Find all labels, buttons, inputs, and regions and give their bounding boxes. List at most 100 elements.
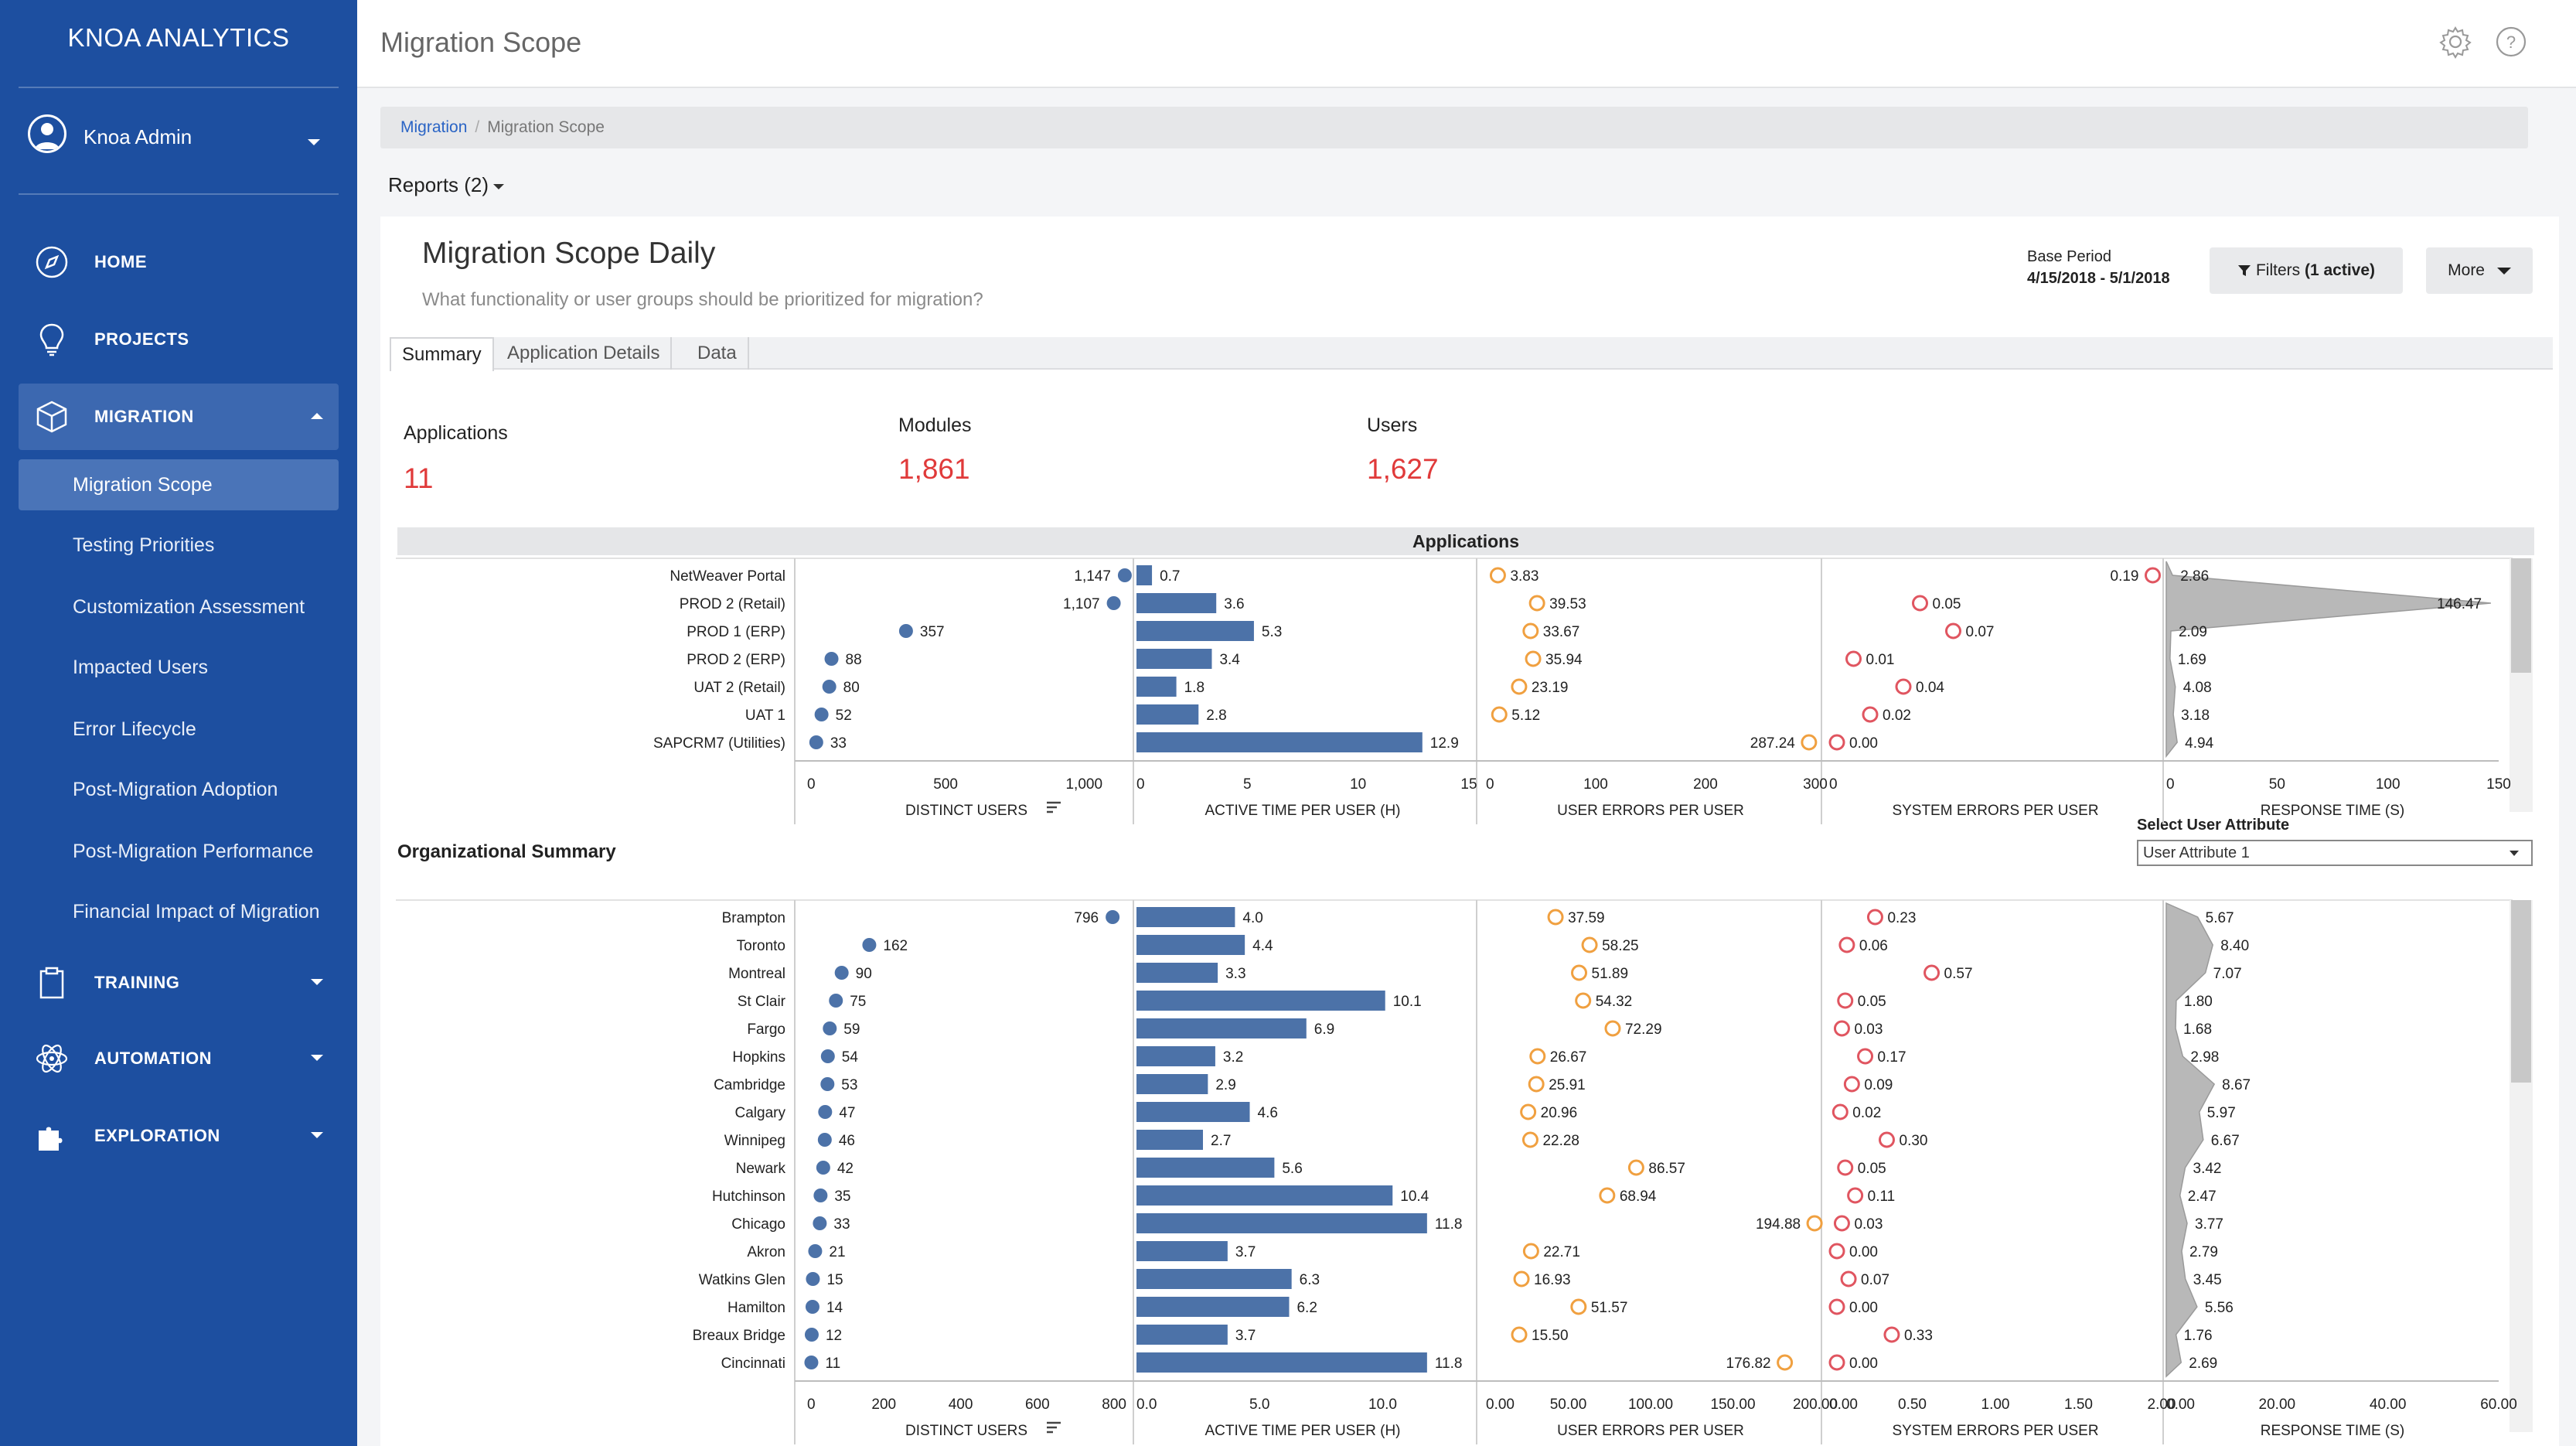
- tick-label: 1.50: [2064, 1397, 2093, 1413]
- data-label: 194.88: [1756, 1216, 1801, 1233]
- nav-automation[interactable]: AUTOMATION: [19, 1025, 339, 1092]
- distinct-users-dot: [813, 1189, 828, 1202]
- axis-title: USER ERRORS PER USER: [1557, 803, 1744, 819]
- data-label: 0.02: [1852, 1105, 1881, 1121]
- tick-label: 0: [1136, 776, 1145, 793]
- chevron-down-icon[interactable]: [308, 139, 320, 145]
- distinct-users-dot: [898, 624, 913, 638]
- subnav-post-migration-adoption[interactable]: Post-Migration Adoption: [73, 779, 278, 800]
- distinct-users-dot: [1117, 568, 1132, 582]
- more-button[interactable]: More: [2426, 247, 2533, 294]
- active-time-bar: [1136, 704, 1199, 725]
- data-label: 5.67: [2206, 910, 2234, 926]
- data-label: 3.7: [1235, 1244, 1256, 1260]
- data-label: 5.3: [1262, 624, 1282, 640]
- kpi-modules-value: 1,861: [898, 453, 970, 485]
- category-label: Breaux Bridge: [693, 1328, 785, 1344]
- nav-migration[interactable]: MIGRATION: [19, 384, 339, 450]
- data-label: 37.59: [1568, 910, 1605, 926]
- tick-label: 0.0: [1136, 1397, 1157, 1413]
- help-icon[interactable]: ?: [2494, 25, 2528, 59]
- category-label: St Clair: [738, 994, 786, 1010]
- subnav-migration-scope[interactable]: Migration Scope: [19, 459, 339, 510]
- data-label: 11.8: [1435, 1216, 1463, 1233]
- data-label: 2.47: [2188, 1189, 2217, 1205]
- subnav-post-migration-performance[interactable]: Post-Migration Performance: [73, 841, 314, 862]
- data-label: 0.04: [1916, 680, 1944, 696]
- chevron-down-icon: [493, 183, 505, 189]
- gear-icon[interactable]: [2438, 25, 2472, 59]
- clipboard-icon: [39, 967, 64, 999]
- data-label: 0.02: [1883, 708, 1911, 724]
- category-label: Watkins Glen: [699, 1272, 785, 1288]
- filter-icon: [2237, 265, 2251, 277]
- data-label: 2.9: [1215, 1077, 1235, 1093]
- data-label: 75: [850, 994, 866, 1010]
- user-errors-marker: [1513, 1270, 1530, 1287]
- subnav-customization-assessment[interactable]: Customization Assessment: [73, 596, 305, 618]
- axis-title: SYSTEM ERRORS PER USER: [1892, 1423, 2098, 1439]
- axis-title: USER ERRORS PER USER: [1557, 1423, 1744, 1439]
- tick-label: 150.00: [1710, 1397, 1755, 1413]
- tick-label: 15: [1460, 776, 1477, 793]
- data-label: 4.94: [2185, 735, 2213, 752]
- breadcrumb-link[interactable]: Migration: [400, 118, 468, 136]
- svg-text:?: ?: [2506, 32, 2516, 52]
- data-label: 7.07: [2213, 966, 2242, 982]
- data-label: 2.09: [2179, 624, 2207, 640]
- tick-label: 200: [871, 1397, 896, 1413]
- nav-home[interactable]: HOME: [19, 229, 339, 295]
- user-menu[interactable]: Knoa Admin: [28, 114, 329, 165]
- active-time-bar: [1136, 1269, 1292, 1289]
- data-label: 90: [856, 966, 872, 982]
- tick-label: 10: [1350, 776, 1366, 793]
- nav-exploration[interactable]: EXPLORATION: [19, 1103, 339, 1169]
- axis-title: ACTIVE TIME PER USER (H): [1205, 803, 1400, 819]
- data-label: 52: [836, 708, 852, 724]
- base-period: Base Period 4/15/2018 - 5/1/2018: [2027, 246, 2170, 289]
- subnav-financial-impact[interactable]: Financial Impact of Migration: [73, 901, 320, 923]
- data-label: 0.19: [2111, 568, 2139, 585]
- tick-label: 0: [1829, 776, 1838, 793]
- tick-label: 0.00: [1829, 1397, 1858, 1413]
- user-errors-marker: [1777, 1354, 1794, 1371]
- category-label: PROD 2 (ERP): [687, 652, 785, 668]
- data-label: 0.07: [1966, 624, 1995, 640]
- data-label: 796: [1074, 910, 1099, 926]
- filters-button[interactable]: Filters (1 active): [2210, 247, 2403, 294]
- nav-training[interactable]: TRAINING: [19, 950, 339, 1016]
- subnav-testing-priorities[interactable]: Testing Priorities: [73, 534, 215, 556]
- attribute-select[interactable]: User Attribute 1: [2137, 840, 2533, 866]
- chevron-down-icon: [2496, 267, 2511, 275]
- nav-label: EXPLORATION: [94, 1126, 220, 1145]
- applications-header: Applications: [397, 527, 2534, 555]
- data-label: 15.50: [1532, 1328, 1569, 1344]
- data-label: 0.05: [1858, 1161, 1886, 1177]
- tick-label: 100: [2376, 776, 2401, 793]
- data-label: 10.4: [1400, 1189, 1429, 1205]
- tab-application-details[interactable]: Application Details: [496, 337, 673, 370]
- subnav-error-lifecycle[interactable]: Error Lifecycle: [73, 718, 196, 740]
- data-label: 16.93: [1534, 1272, 1571, 1288]
- category-label: Cincinnati: [721, 1356, 785, 1372]
- data-label: 6.67: [2211, 1133, 2240, 1149]
- data-label: 42: [837, 1161, 854, 1177]
- nav-label: PROJECTS: [94, 329, 189, 349]
- category-label: Hutchinson: [712, 1189, 785, 1205]
- nav-projects[interactable]: PROJECTS: [19, 306, 339, 373]
- tick-label: 0: [807, 1397, 816, 1413]
- reports-dropdown[interactable]: Reports (2): [388, 173, 505, 197]
- nav-label: TRAINING: [94, 973, 180, 992]
- base-period-dates: 4/15/2018 - 5/1/2018: [2027, 270, 2170, 287]
- distinct-users-dot: [862, 938, 877, 952]
- chevron-down-icon: [311, 1055, 323, 1061]
- distinct-users-dot: [824, 652, 839, 666]
- breadcrumb: Migration / Migration Scope: [380, 107, 2528, 148]
- data-label: 287.24: [1750, 735, 1796, 752]
- user-errors-marker: [1491, 706, 1508, 723]
- tab-data[interactable]: Data: [687, 337, 749, 370]
- subnav-impacted-users[interactable]: Impacted Users: [73, 656, 209, 678]
- axis-title: SYSTEM ERRORS PER USER: [1892, 803, 2098, 819]
- data-label: 3.18: [2181, 708, 2210, 724]
- tab-summary[interactable]: Summary: [390, 337, 494, 371]
